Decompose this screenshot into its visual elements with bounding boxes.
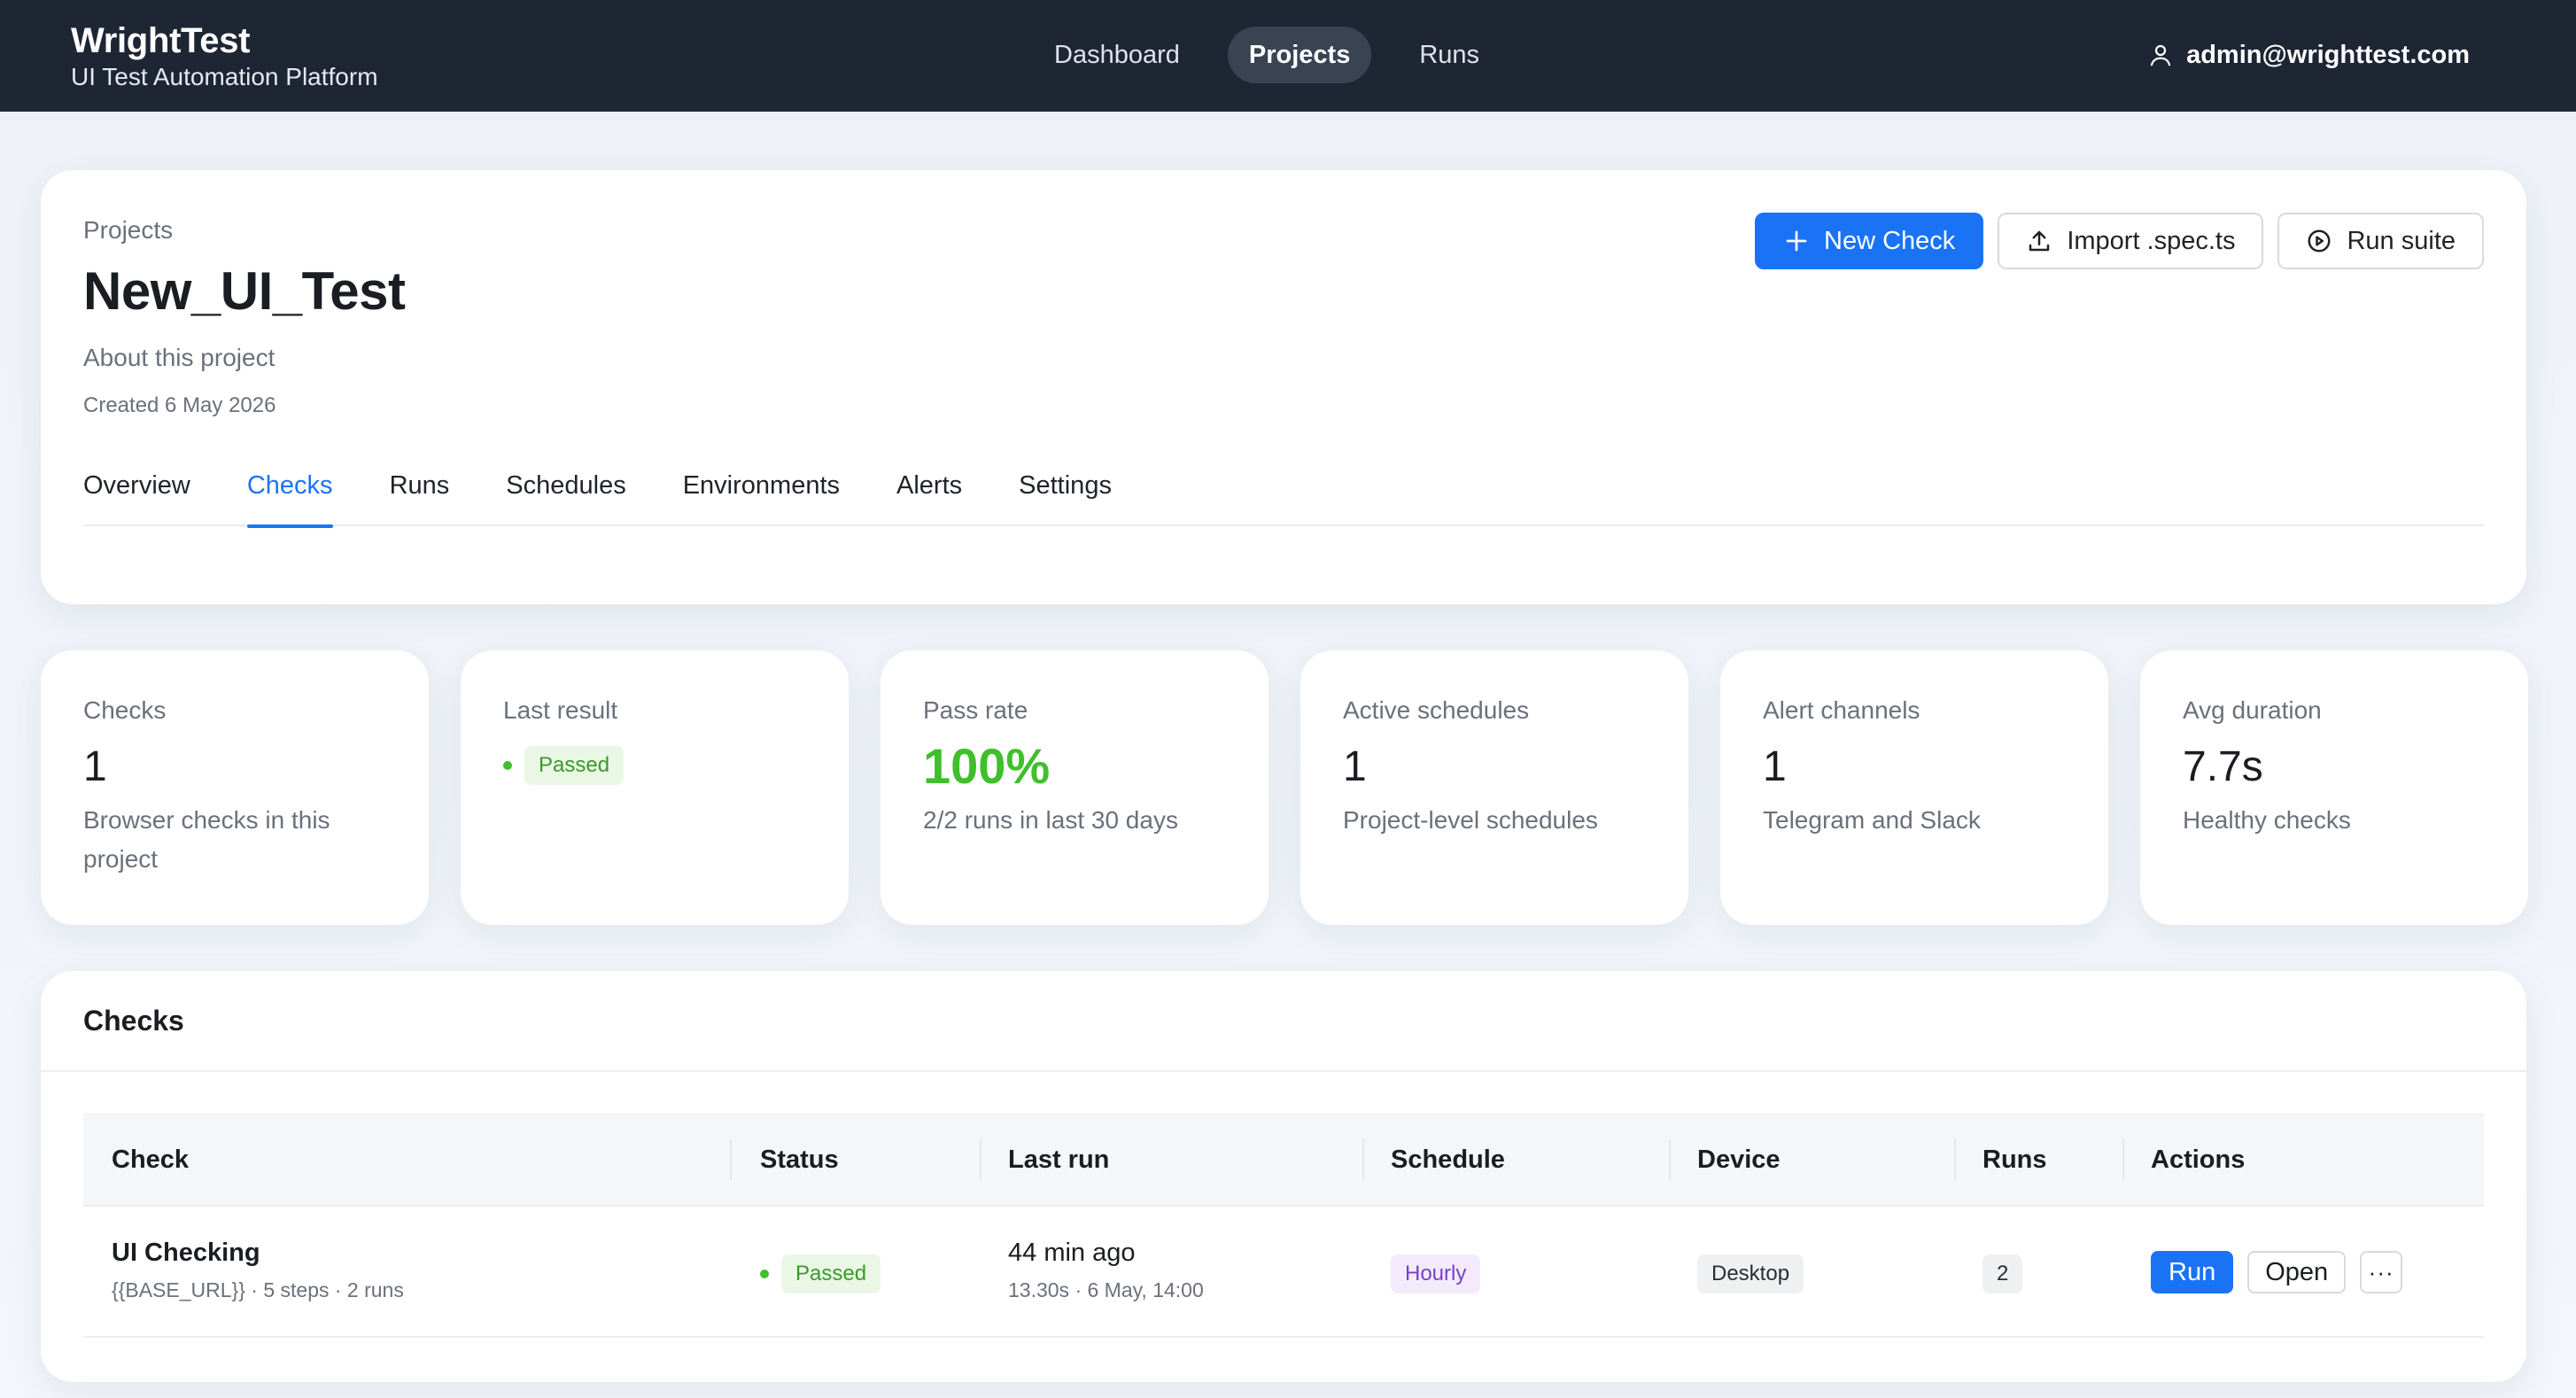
header-actions: New Check Import .spec.ts Run suite [1755, 213, 2484, 269]
page-title: New_UI_Test [83, 261, 406, 321]
stat-description: Project-level schedules [1343, 806, 1598, 834]
new-check-button[interactable]: New Check [1755, 213, 1984, 269]
breadcrumb[interactable]: Projects [83, 216, 174, 244]
stat-value: 1 [1763, 743, 1787, 790]
stat-description: Browser checks in this project [83, 806, 330, 873]
last-run-cell: 44 min ago 13.30s · 6 May, 14:00 [1008, 1239, 1204, 1302]
tab-environments[interactable]: Environments [682, 471, 841, 500]
schedule-cell: Hourly [1391, 1254, 1481, 1293]
last-run-meta: 13.30s · 6 May, 14:00 [1008, 1278, 1204, 1301]
status-dot-icon [760, 1270, 769, 1278]
column-separator [1954, 1139, 1956, 1180]
checks-table-title: Checks [83, 1005, 184, 1037]
stat-card-last-result: Last result Passed [461, 650, 849, 925]
stat-card-pass-rate: Pass rate 100% 2/2 runs in last 30 days [881, 650, 1269, 925]
project-tabs: Overview Checks Runs Schedules Environme… [83, 466, 2484, 528]
schedule-badge: Hourly [1391, 1254, 1481, 1293]
plus-icon [1786, 230, 1807, 252]
run-check-button[interactable]: Run [2151, 1251, 2234, 1293]
stat-description: Telegram and Slack [1763, 806, 1981, 834]
project-header-card: Projects New_UI_Test About this project … [41, 170, 2526, 604]
device-cell: Desktop [1697, 1254, 1804, 1293]
column-header-actions: Actions [2151, 1146, 2246, 1174]
runs-count-badge: 2 [1982, 1254, 2023, 1293]
device-badge: Desktop [1697, 1254, 1804, 1293]
column-header-device[interactable]: Device [1697, 1146, 1781, 1174]
check-name[interactable]: UI Checking [112, 1239, 260, 1267]
stat-label: Active schedules [1343, 696, 1530, 724]
status-badge: Passed [503, 746, 625, 785]
stat-card-active-schedules: Active schedules 1 Project-level schedul… [1300, 650, 1688, 925]
column-separator [1669, 1139, 1671, 1180]
brand[interactable]: WrightTest UI Test Automation Platform [71, 19, 378, 92]
column-separator [2122, 1139, 2124, 1180]
status-badge: Passed [781, 1254, 881, 1293]
user-email: admin@wrighttest.com [2186, 41, 2470, 69]
status-cell: Passed [760, 1254, 881, 1293]
nav-dashboard[interactable]: Dashboard [1054, 41, 1180, 69]
stat-card-alert-channels: Alert channels 1 Telegram and Slack [1720, 650, 2108, 925]
column-header-check[interactable]: Check [112, 1146, 190, 1174]
project-about: About this project [83, 344, 275, 371]
check-cell: UI Checking {{BASE_URL}} · 5 steps · 2 r… [112, 1239, 404, 1302]
stat-card-avg-duration: Avg duration 7.7s Healthy checks [2140, 650, 2528, 925]
main-nav: Dashboard Projects Runs [1033, 27, 1501, 83]
tab-overview[interactable]: Overview [83, 471, 190, 500]
table-header: Check Status Last run Schedule Device Ru… [83, 1113, 2484, 1207]
stat-label: Alert channels [1763, 696, 1920, 724]
nav-runs[interactable]: Runs [1419, 41, 1480, 69]
tab-checks[interactable]: Checks [246, 466, 333, 528]
status-dot-icon [503, 761, 512, 770]
brand-name: WrightTest [71, 21, 251, 60]
column-separator [730, 1139, 732, 1180]
nav-projects[interactable]: Projects [1227, 27, 1372, 83]
column-header-last-run[interactable]: Last run [1008, 1146, 1110, 1174]
user-menu[interactable]: admin@wrighttest.com [2147, 35, 2470, 74]
check-meta: {{BASE_URL}} · 5 steps · 2 runs [112, 1278, 404, 1301]
stat-value: 1 [83, 743, 107, 790]
stat-label: Checks [83, 696, 167, 724]
stat-value: 100% [923, 738, 1051, 794]
stat-label: Pass rate [923, 696, 1028, 724]
stat-label: Avg duration [2183, 696, 2322, 724]
table-row[interactable]: UI Checking {{BASE_URL}} · 5 steps · 2 r… [83, 1207, 2484, 1338]
tab-alerts[interactable]: Alerts [896, 471, 963, 500]
divider [41, 1070, 2526, 1072]
last-run-time: 44 min ago [1008, 1239, 1136, 1267]
upload-icon [2029, 230, 2050, 252]
stat-value: 7.7s [2183, 743, 2263, 790]
project-created-date: Created 6 May 2026 [83, 393, 276, 417]
import-spec-button[interactable]: Import .spec.ts [1998, 213, 2264, 269]
new-check-label: New Check [1824, 226, 1956, 255]
tab-runs[interactable]: Runs [389, 471, 450, 500]
tab-schedules[interactable]: Schedules [506, 471, 626, 500]
column-separator [980, 1139, 982, 1180]
stat-description: Healthy checks [2183, 806, 2351, 834]
stat-card-checks: Checks 1 Browser checks in this project [41, 650, 429, 925]
stat-value: 1 [1343, 743, 1367, 790]
more-options-button[interactable]: ··· [2360, 1251, 2403, 1293]
stat-description: 2/2 runs in last 30 days [923, 806, 1178, 834]
tab-settings[interactable]: Settings [1019, 471, 1112, 500]
brand-subtitle: UI Test Automation Platform [71, 63, 378, 90]
stat-label: Last result [503, 696, 618, 724]
checks-table-card: Checks Check Status Last run Schedule De… [41, 971, 2526, 1382]
top-navbar: WrightTest UI Test Automation Platform D… [0, 0, 2576, 112]
runs-cell: 2 [1982, 1254, 2023, 1293]
run-suite-label: Run suite [2347, 226, 2456, 255]
column-header-runs[interactable]: Runs [1982, 1146, 2047, 1174]
import-spec-label: Import .spec.ts [2067, 226, 2236, 255]
column-header-status[interactable]: Status [760, 1146, 839, 1174]
column-header-schedule[interactable]: Schedule [1391, 1146, 1505, 1174]
user-icon [2150, 44, 2171, 66]
column-separator [1362, 1139, 1364, 1180]
run-suite-button[interactable]: Run suite [2277, 213, 2484, 269]
status-label: Passed [524, 746, 625, 785]
open-check-button[interactable]: Open [2247, 1251, 2347, 1293]
play-circle-icon [2308, 229, 2331, 252]
actions-cell: Run Open ··· [2151, 1251, 2403, 1293]
